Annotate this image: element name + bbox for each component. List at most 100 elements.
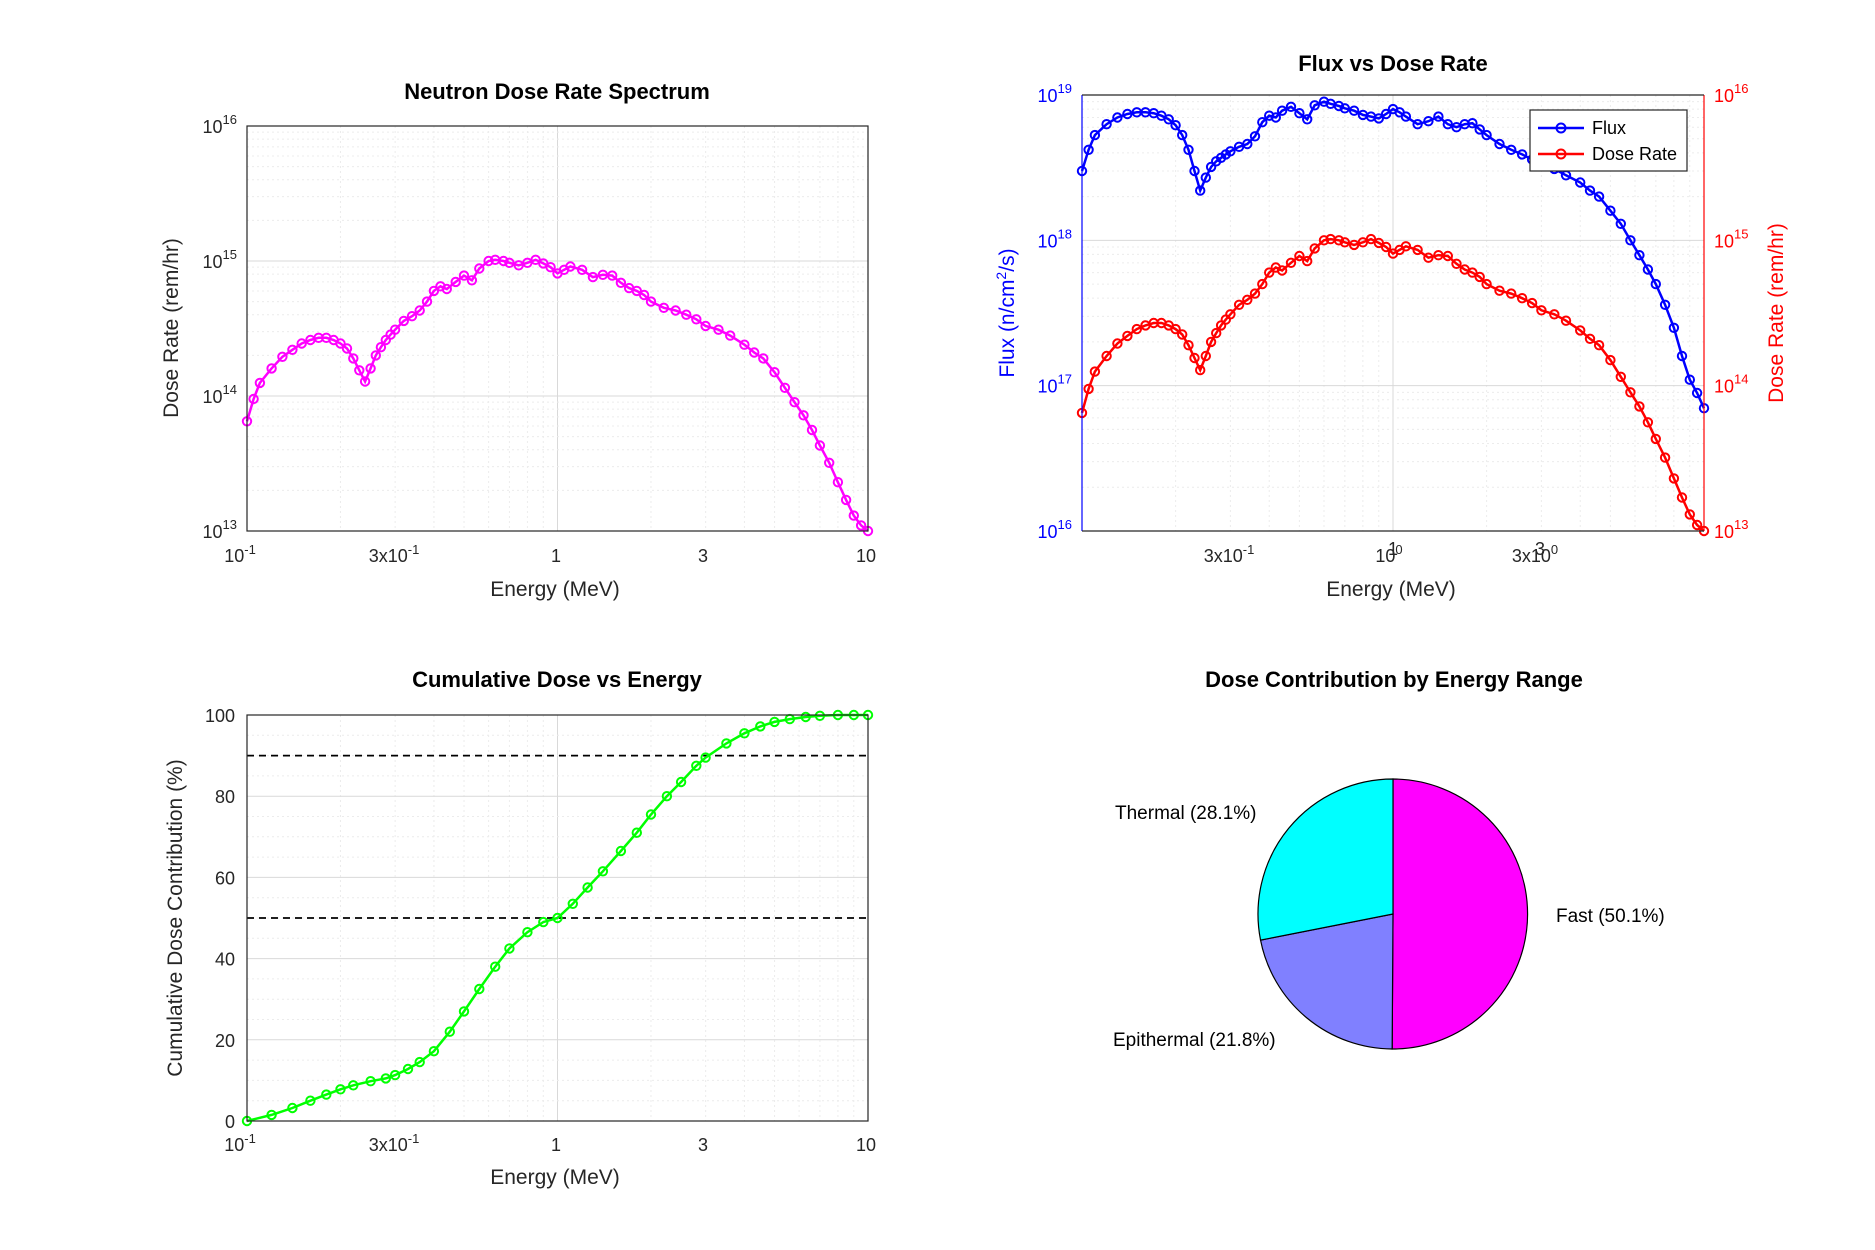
- data-point-marker: [1122, 330, 1133, 342]
- data-point-marker: [848, 510, 859, 521]
- data-point-marker: [1309, 243, 1320, 254]
- data-point-marker: [354, 365, 365, 376]
- cumulative-dose-chart: Cumulative Dose vs Energy 0 20 40 60 80 100 1…: [164, 667, 876, 1189]
- data-point-marker: [414, 1056, 425, 1068]
- legend-flux-label: Flux: [1592, 118, 1626, 138]
- data-point-marker: [348, 1080, 359, 1091]
- cumulative-chart-title: Cumulative Dose vs Energy: [412, 667, 703, 692]
- data-point-marker: [670, 305, 681, 316]
- flux-right-axis-label: Dose Rate (rem/hr): [1765, 223, 1788, 403]
- cumulative-xtick-label: 3: [698, 1135, 708, 1155]
- data-point-marker: [1605, 354, 1616, 366]
- data-point-marker: [1339, 103, 1351, 114]
- data-point-marker: [538, 916, 549, 928]
- data-point-marker: [1642, 417, 1654, 428]
- flux-chart-title: Flux vs Dose Rate: [1298, 51, 1488, 76]
- dose-xtick-label: 10-1: [224, 542, 256, 566]
- data-point-marker: [691, 314, 702, 325]
- data-point-marker: [1249, 131, 1261, 142]
- data-point-marker: [287, 344, 298, 355]
- data-point-marker: [1691, 387, 1703, 399]
- data-point-marker: [1423, 116, 1434, 127]
- dose-xtick-label: 3x10-1: [369, 542, 420, 566]
- data-point-marker: [725, 330, 736, 341]
- data-point-marker: [1433, 250, 1444, 261]
- data-point-marker: [375, 342, 387, 353]
- data-point-marker: [398, 315, 409, 327]
- data-point-marker: [1131, 323, 1143, 335]
- flux-left-tick-label: 1018: [1038, 226, 1073, 251]
- data-point-marker: [1183, 144, 1194, 156]
- data-point-marker: [1101, 350, 1112, 362]
- data-point-marker: [1593, 191, 1605, 202]
- data-point-marker: [1684, 374, 1696, 385]
- data-point-marker: [1294, 108, 1305, 119]
- cumulative-y-ticks: 0 20 40 60 80 100: [205, 706, 235, 1132]
- data-point-marker: [1309, 100, 1320, 111]
- data-point-marker: [1177, 129, 1188, 141]
- data-point-marker: [1691, 519, 1703, 531]
- data-point-marker: [474, 983, 485, 995]
- data-point-marker: [1264, 267, 1275, 278]
- data-point-marker: [1494, 285, 1505, 296]
- data-point-marker: [1506, 288, 1517, 299]
- cumulative-axes-frame: [246, 714, 869, 1122]
- cumulative-xtick-label: 10-1: [224, 1131, 256, 1155]
- data-point-marker: [441, 283, 452, 295]
- data-point-marker: [1650, 278, 1662, 290]
- data-point-marker: [855, 520, 867, 531]
- data-point-marker: [365, 363, 376, 374]
- data-point-marker: [645, 296, 657, 307]
- cumulative-xtick-label: 3x10-1: [369, 1131, 420, 1155]
- data-point-marker: [1225, 146, 1236, 157]
- data-point-marker: [1264, 110, 1275, 121]
- data-point-marker: [779, 382, 791, 393]
- data-point-marker: [1605, 205, 1616, 216]
- flux-xtick-label: 3x100: [1512, 542, 1558, 566]
- data-point-marker: [266, 1109, 277, 1121]
- data-point-marker: [1474, 124, 1485, 135]
- data-point-marker: [587, 271, 599, 283]
- data-point-marker: [1474, 271, 1485, 283]
- data-point-marker: [287, 1102, 298, 1114]
- dose-rate-series-markers: [241, 254, 874, 537]
- flux-right-ticks: 1013 1014 1015 1016: [1714, 81, 1749, 542]
- data-point-marker: [389, 324, 401, 335]
- flux-right-tick-label: 1014: [1714, 372, 1749, 397]
- data-point-marker: [1101, 119, 1112, 130]
- cumulative-ytick-label: 0: [225, 1112, 235, 1132]
- data-point-marker: [661, 791, 673, 802]
- flux-left-tick-label: 1016: [1038, 517, 1073, 542]
- dose-y-axis-label: Dose Rate (rem/hr): [160, 238, 183, 418]
- flux-dose-series-markers: [1076, 233, 1710, 537]
- data-point-marker: [615, 277, 627, 288]
- data-point-marker: [402, 1063, 414, 1075]
- data-point-marker: [1205, 336, 1217, 348]
- data-point-marker: [296, 338, 307, 349]
- data-point-marker: [1506, 144, 1517, 156]
- data-point-marker: [1177, 329, 1188, 340]
- data-point-marker: [458, 1006, 470, 1017]
- data-point-marker: [498, 255, 509, 267]
- dose-xtick-label: 10: [856, 546, 876, 566]
- data-point-marker: [1634, 401, 1645, 412]
- data-point-marker: [1642, 264, 1654, 275]
- dose-grid: [246, 126, 868, 532]
- data-point-marker: [444, 1026, 455, 1037]
- data-point-marker: [348, 353, 359, 364]
- data-point-marker: [1348, 239, 1360, 251]
- data-point-marker: [380, 1073, 391, 1084]
- data-point-marker: [1276, 105, 1288, 116]
- data-point-marker: [1112, 338, 1123, 349]
- dose-rate-chart: Neutron Dose Rate Spectrum 1013101410151…: [160, 79, 876, 601]
- data-point-marker: [1170, 323, 1181, 335]
- flux-xtick-label: 3x10-1: [1204, 542, 1255, 566]
- data-point-marker: [1205, 161, 1217, 173]
- data-point-marker: [1122, 108, 1133, 120]
- data-point-marker: [700, 752, 711, 763]
- data-point-marker: [1195, 364, 1206, 376]
- data-point-marker: [1257, 117, 1268, 128]
- data-point-marker: [840, 494, 852, 506]
- data-point-marker: [1233, 299, 1245, 310]
